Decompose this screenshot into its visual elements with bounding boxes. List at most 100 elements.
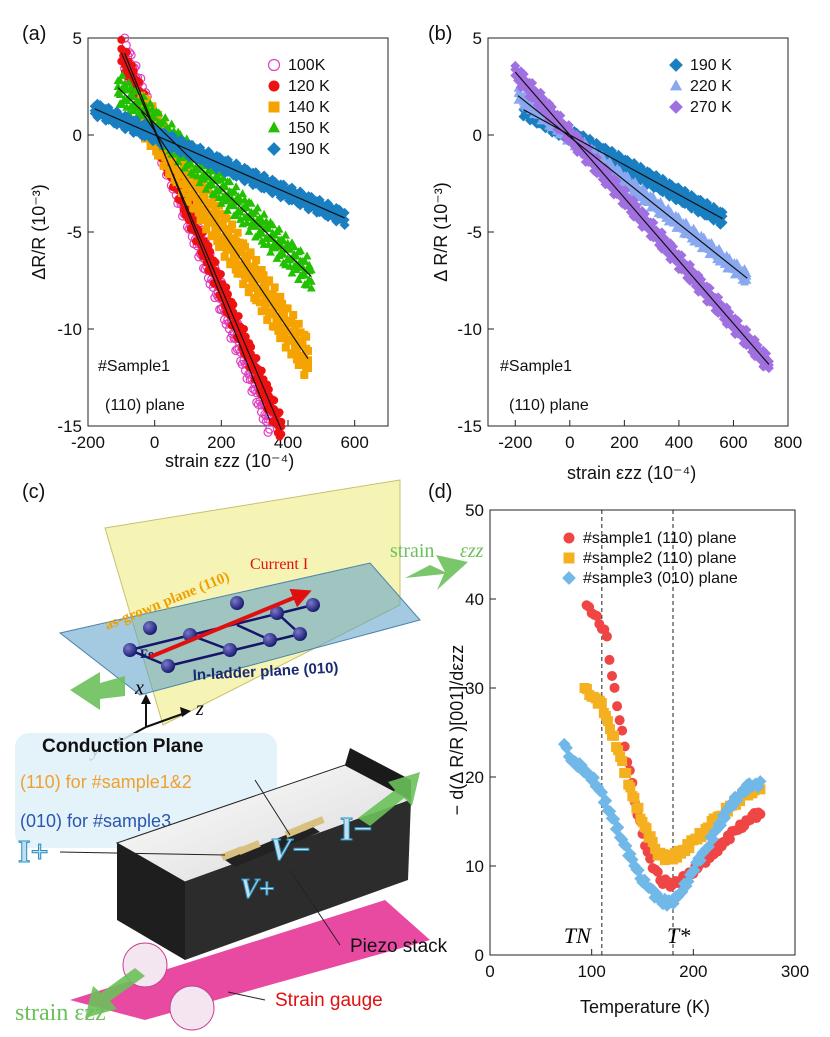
chart-a-legend-marker: [267, 58, 281, 72]
panel-label-b: (b): [428, 23, 452, 45]
axis-z-label: z: [195, 698, 204, 720]
chart-b-xlabel: strain εzz (10⁻⁴): [567, 463, 696, 483]
chart-a-series-2-point: [304, 364, 312, 373]
chart-d-series-1-point: [698, 829, 709, 840]
chart-a-series-2-point: [229, 241, 238, 250]
chart-d-series-1-point: [633, 802, 644, 813]
chart-a-series-3-point: [306, 265, 316, 274]
chart-d-series-1-point: [609, 730, 620, 741]
chart-a-series-2-point: [222, 214, 231, 223]
device-diagram: as-grown plane (110) In-ladder plane (01…: [15, 479, 484, 1031]
chart-a-series-3-point: [246, 198, 256, 207]
chart-b-ytick-label: 5: [473, 29, 482, 48]
chart-a-series-3-point: [268, 220, 278, 229]
chart-a-series-2-point: [242, 256, 251, 265]
chart-a-series-1-point: [216, 270, 225, 279]
chart-a-series-3-point: [186, 159, 196, 168]
chart-d-legend-label: #sample3 (010) plane: [583, 570, 738, 587]
chart-a-series-1-point: [234, 312, 243, 321]
chart-a-series-3-point: [291, 251, 301, 260]
chart-b-series-2-point: [583, 143, 594, 154]
chart-a-series-3-point: [300, 270, 310, 279]
chart-b-ytick-label: -10: [457, 320, 482, 339]
fe-label: Fe: [140, 646, 154, 661]
chart-a-xtick-label: 0: [150, 433, 159, 452]
chart-a-series-2-point: [211, 205, 220, 214]
chart-a-legend-label: 100K: [288, 57, 326, 74]
chart-d-series-0-point: [724, 834, 735, 845]
chart-a-series-1-point: [206, 247, 215, 256]
chart-b-series-2-point: [741, 324, 752, 335]
chart-a-series-1-point: [247, 343, 256, 352]
chart-a-series-3-point: [218, 173, 228, 182]
chart-b-series-1-point: [742, 269, 752, 278]
chart-a-series-2-point: [241, 242, 250, 251]
chart-a-series-3-point: [231, 182, 241, 191]
strain-label-top: strain: [390, 540, 434, 562]
chart-d-ylabel: − d(Δ R/R )[001]/dεzz: [447, 645, 467, 816]
chart-a-series-2-point: [231, 254, 240, 263]
strain-arrow-device: [358, 772, 420, 826]
chart-b-xtick-label: -200: [498, 433, 532, 452]
chart-d-legend-label: #sample1 (110) plane: [583, 530, 737, 547]
chart-a-series-3-point: [150, 113, 159, 122]
chart-d-series-0-point: [609, 682, 620, 693]
chart-d-series-1-point: [637, 816, 648, 827]
chart-d-series-0-point: [755, 809, 766, 820]
chart-a-series-2-point: [207, 218, 216, 227]
chart-d-series-1-point: [625, 782, 636, 793]
chart-a-series-3-point: [281, 230, 290, 239]
chart-d-legend-marker: [563, 552, 575, 564]
i-minus-label: I−: [340, 811, 373, 848]
chart-a-ytick-label: 5: [73, 29, 82, 48]
chart-a-series-3-point: [221, 182, 230, 191]
strain-symbol-top: εzz: [460, 540, 484, 562]
chart-b-series-2-point: [732, 315, 743, 326]
chart-a-series-2-point: [257, 266, 266, 275]
chart-a-series-3-point: [240, 195, 250, 204]
chart-a-legend-marker: [267, 142, 281, 156]
chart-b-legend-marker: [669, 100, 683, 114]
strain-arrow-left: [70, 672, 125, 710]
chart-d-xtick-label: 200: [679, 962, 707, 981]
conduction-plane-title: Conduction Plane: [42, 736, 204, 757]
chart-b-series-1-point: [615, 165, 625, 174]
chart-d-series-0-point: [652, 866, 663, 877]
panel-label-c: (c): [22, 481, 45, 503]
chart-a-series-2-point: [231, 265, 240, 274]
chart-b-series-1-point: [724, 253, 734, 262]
chart-b-legend-marker: [669, 79, 683, 91]
chart-d-series-0-point: [604, 654, 615, 665]
chart-a-series-2-point: [259, 271, 268, 280]
current-arrow: [149, 588, 312, 659]
chart-a-series-1-point: [211, 258, 220, 267]
chart-a-ylabel: ΔR/R (10⁻³): [29, 184, 49, 280]
chart-a-series-3-point: [276, 240, 286, 249]
chart-a-series-2-point: [270, 283, 279, 292]
chart-a-series-1-point: [222, 283, 231, 292]
chart-a-series-2-point: [252, 255, 261, 264]
chart-d-series-0-point: [612, 701, 623, 712]
chart-a-series-3-point: [257, 228, 267, 237]
chart-a-series-2-point: [250, 282, 259, 291]
chart-a-series-2-point: [292, 345, 301, 354]
chart-d-series-2-point: [560, 741, 573, 755]
chart-a-legend-marker: [268, 101, 280, 113]
chart-a-fit-line: [120, 52, 282, 430]
chart-d-legend-label: #sample2 (110) plane: [583, 550, 737, 567]
chart-a-series-1-point: [224, 290, 232, 299]
chart-a-series-3-point: [208, 180, 217, 189]
chart-d-series-2-point: [611, 821, 625, 834]
chart-a-series-1-point: [240, 324, 248, 333]
chart-d-series-0-point: [591, 610, 602, 621]
chart-a-series-3-point: [266, 247, 275, 256]
chart-a-series-3-point: [279, 249, 288, 258]
chart-d-series-2-point: [754, 775, 767, 788]
conduction-plane-line2: (010) for #sample3: [20, 811, 171, 831]
panel-label-d: (d): [428, 481, 452, 503]
chart-a-series-2-point: [246, 248, 255, 257]
chart-a-series-1-point: [129, 67, 138, 76]
chart-a-series-2-point: [170, 164, 179, 173]
chart-a-series-1-point: [241, 332, 250, 341]
